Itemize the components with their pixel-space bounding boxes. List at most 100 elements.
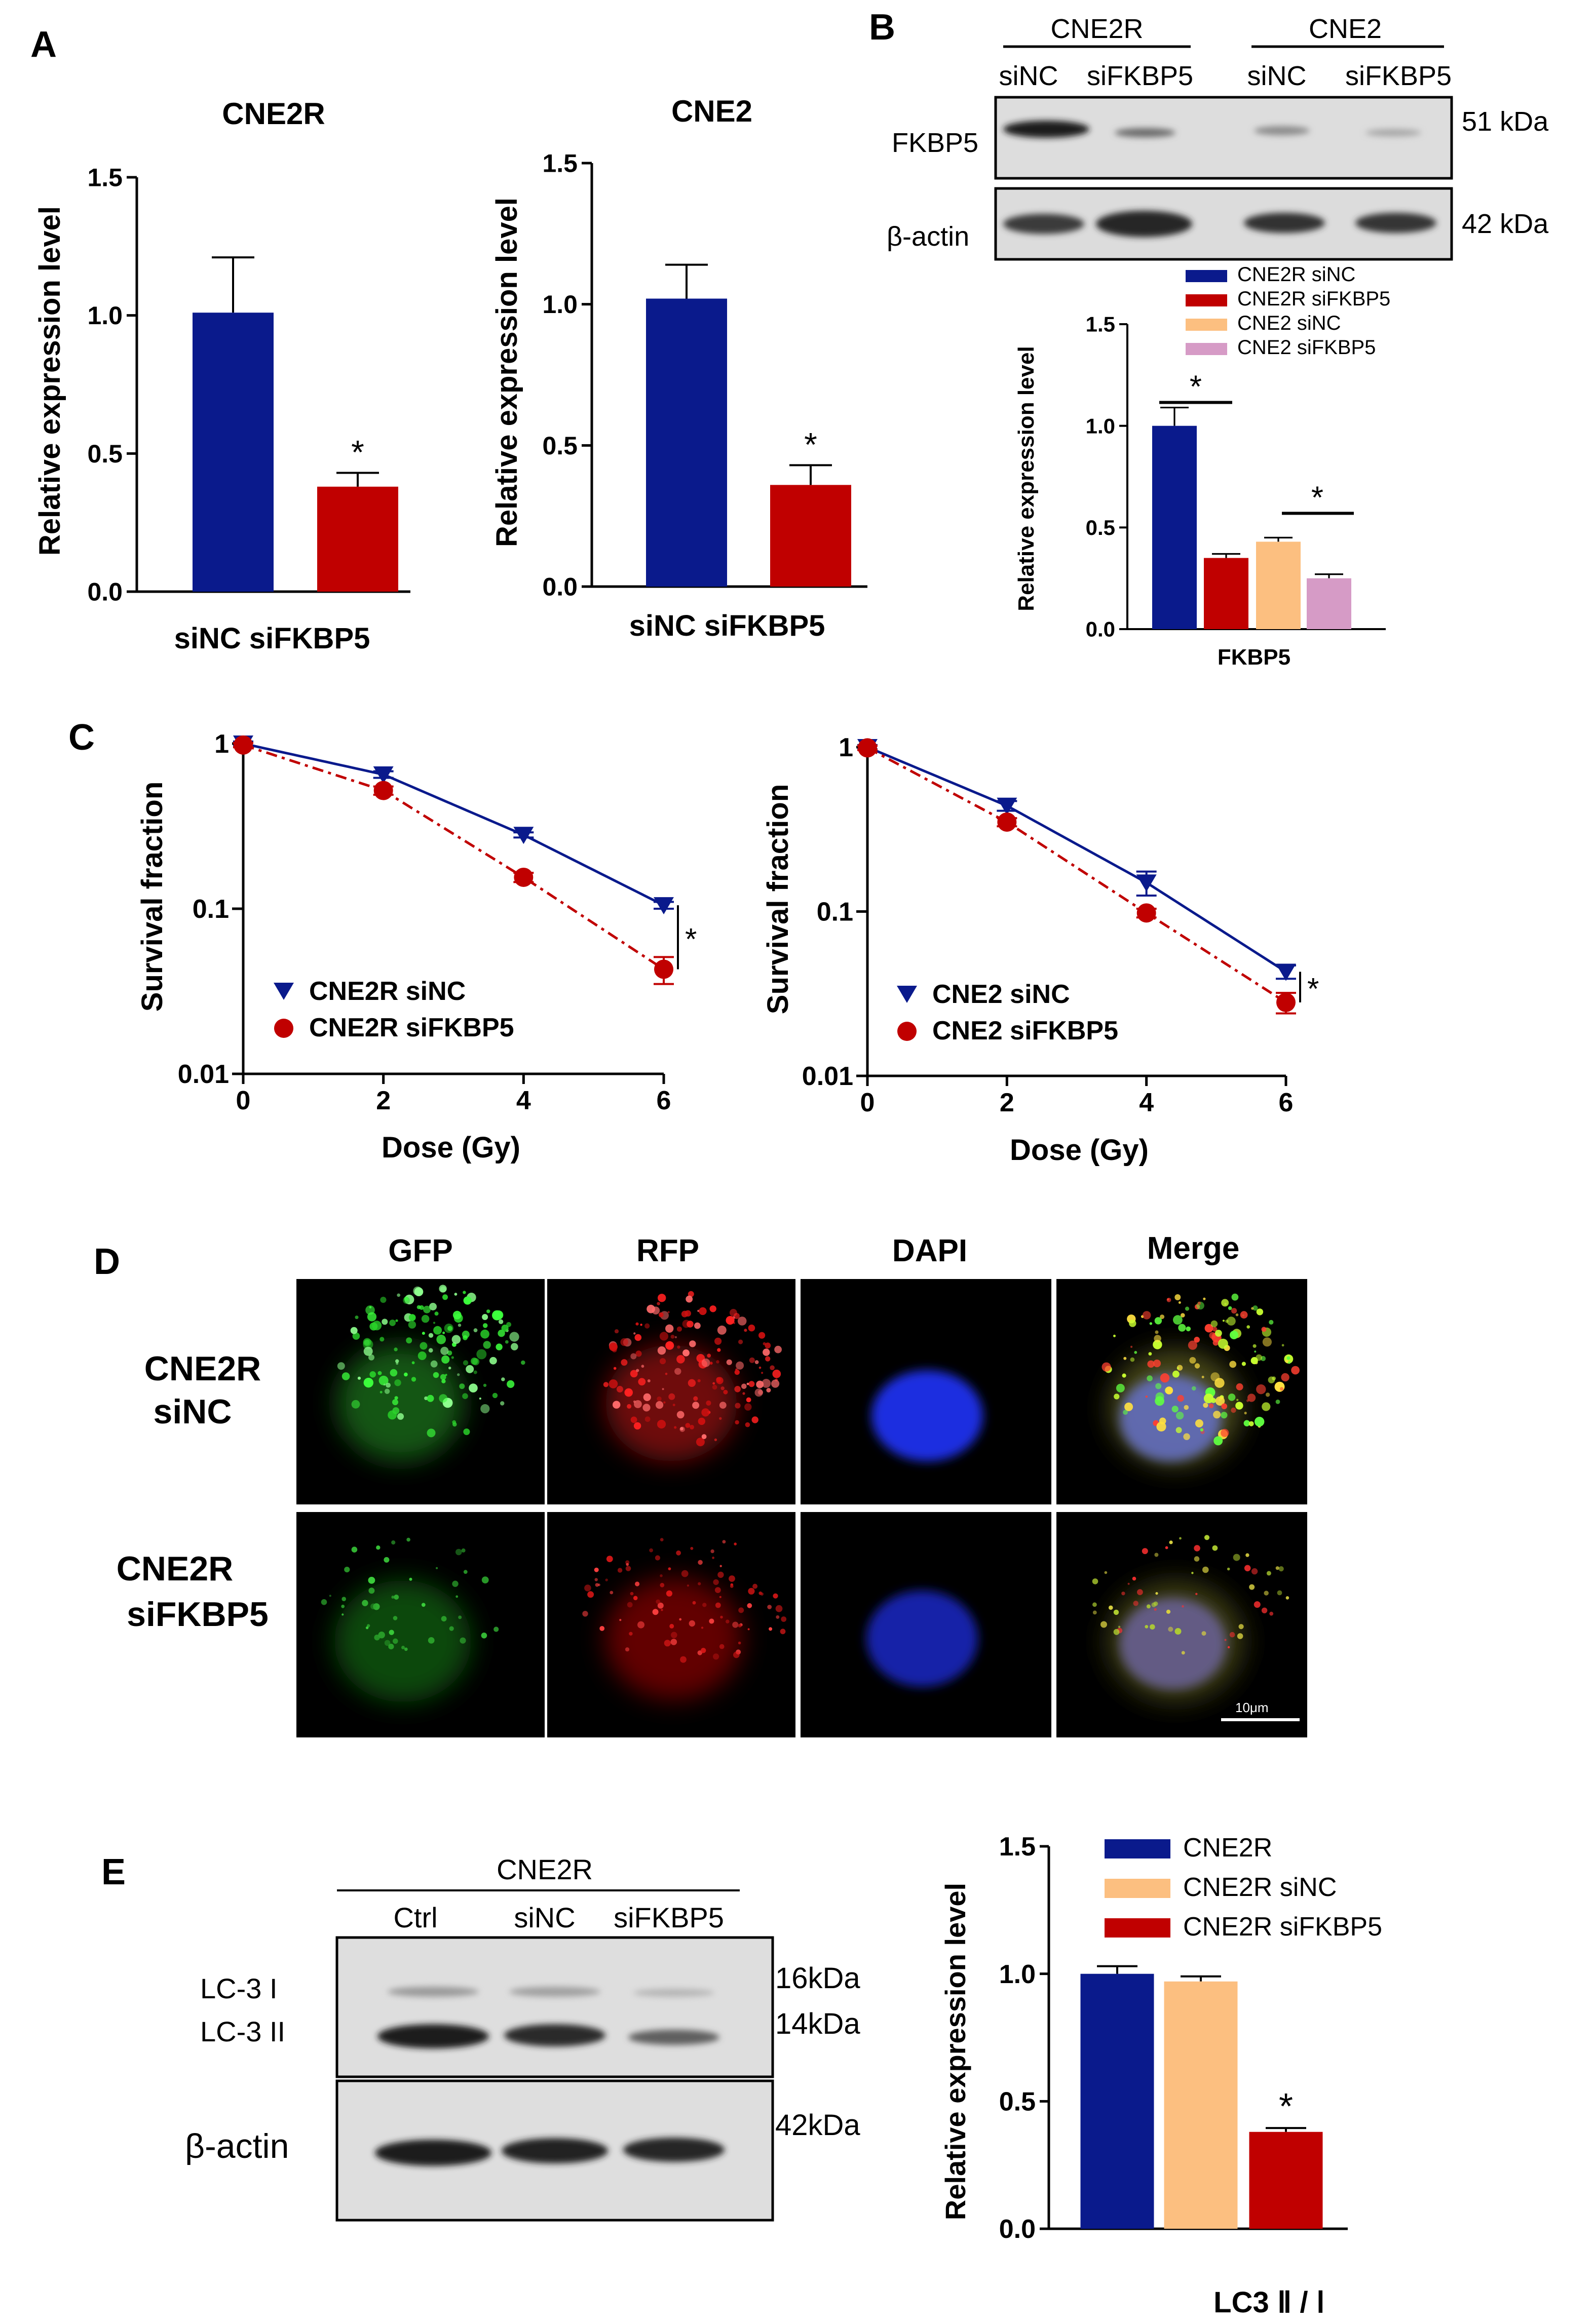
punctum [351, 1400, 360, 1409]
panel-label-d: D [94, 1242, 120, 1282]
punctum [1255, 1417, 1265, 1427]
punctum [492, 1310, 502, 1321]
legend-label: CNE2 siFKBP5 [932, 1016, 1118, 1045]
legend-label: CNE2R siNC [1237, 263, 1355, 286]
rfp-puncta [603, 1291, 782, 1447]
blot-strip-lc3 [335, 1936, 774, 2078]
punctum [619, 1619, 622, 1621]
punctum [720, 1615, 723, 1619]
punctum [659, 1358, 666, 1365]
y-tick-label: 0.01 [802, 1062, 853, 1091]
band [1003, 214, 1084, 234]
punctum [633, 1422, 641, 1430]
y-tick-label: 1.0 [999, 1960, 1036, 1989]
punctum [712, 1384, 717, 1390]
punctum [712, 1382, 715, 1385]
y-tick-label: 0.5 [87, 440, 123, 468]
punctum [647, 1304, 655, 1313]
punctum [1154, 1317, 1162, 1325]
punctum [660, 1582, 665, 1587]
punctum [1244, 1565, 1251, 1572]
punctum [466, 1365, 474, 1373]
punctum [1247, 1393, 1256, 1402]
punctum [745, 1422, 750, 1427]
punctum [392, 1399, 398, 1406]
punctum [1238, 1624, 1244, 1630]
punctum [672, 1404, 675, 1407]
punctum [662, 1388, 664, 1390]
punctum [1179, 1537, 1182, 1540]
punctum [1233, 1554, 1240, 1561]
punctum [1172, 1370, 1180, 1378]
punctum [451, 1356, 454, 1359]
punctum [665, 1373, 668, 1375]
y-tick-label: 0.1 [193, 895, 229, 924]
punctum [1254, 1601, 1261, 1608]
punctum [377, 1371, 382, 1375]
punctum [1175, 1427, 1182, 1434]
y-tick-label: 0.0 [542, 573, 578, 601]
band [377, 2024, 489, 2048]
merge-puncta [1092, 1535, 1289, 1655]
punctum [396, 1362, 399, 1365]
punctum [747, 1628, 750, 1631]
panel-label-e: E [101, 1852, 126, 1892]
punctum [471, 1358, 478, 1365]
punctum [667, 1311, 670, 1313]
punctum [1165, 1386, 1173, 1395]
punctum [633, 1332, 636, 1335]
punctum [698, 1582, 701, 1585]
lane-label: siFKBP5 [1087, 61, 1193, 91]
punctum [1177, 1395, 1184, 1402]
punctum [1224, 1639, 1227, 1641]
punctum [754, 1388, 763, 1397]
kda-label: 16kDa [775, 1962, 860, 1995]
lane-label: siFKBP5 [614, 1902, 724, 1933]
punctum [765, 1342, 771, 1349]
punctum [441, 1616, 447, 1622]
punctum [642, 1404, 651, 1412]
punctum [674, 1426, 677, 1429]
significance-mark: * [1311, 480, 1323, 515]
punctum [710, 1549, 714, 1554]
significance-mark: * [685, 922, 697, 956]
punctum [351, 1546, 358, 1553]
punctum [496, 1343, 503, 1350]
punctum [638, 1378, 646, 1386]
punctum [719, 1596, 721, 1598]
punctum [473, 1370, 477, 1374]
punctum [1291, 1366, 1300, 1375]
punctum [427, 1428, 436, 1438]
punctum [635, 1322, 639, 1326]
band [502, 2138, 608, 2163]
punctum [411, 1377, 416, 1382]
blot-strip-fkbp5 [994, 96, 1453, 180]
punctum [511, 1343, 518, 1350]
punctum [384, 1640, 391, 1646]
punctum [641, 1365, 644, 1368]
chart-b: Relative expression level FKBP5 0.0 0.5 1.… [1014, 263, 1390, 670]
lane-label: siNC [999, 61, 1058, 91]
punctum [1154, 1608, 1157, 1611]
punctum [384, 1388, 390, 1394]
punctum [1229, 1361, 1237, 1368]
bar [193, 313, 274, 592]
punctum [1104, 1571, 1108, 1574]
punctum [448, 1367, 451, 1370]
band [1365, 129, 1421, 136]
punctum [709, 1618, 714, 1624]
punctum [442, 1331, 445, 1334]
punctum [1146, 1604, 1151, 1609]
punctum [1147, 1375, 1153, 1381]
legend-marker [274, 983, 294, 1000]
punctum [1256, 1384, 1266, 1395]
punctum [717, 1571, 724, 1578]
legend-marker [897, 986, 917, 1003]
significance-mark: * [1307, 972, 1319, 1006]
punctum [411, 1361, 415, 1365]
punctum [501, 1325, 509, 1332]
x-tick-label: 6 [657, 1086, 671, 1115]
punctum [730, 1584, 734, 1588]
punctum [1183, 1433, 1190, 1440]
